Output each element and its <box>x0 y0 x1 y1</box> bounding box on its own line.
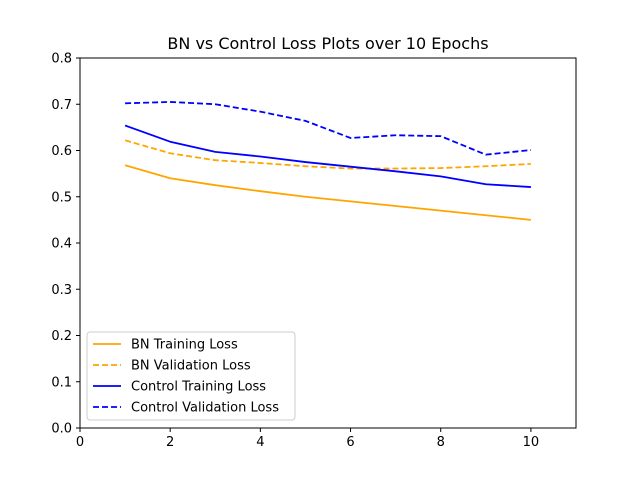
legend-label: Control Validation Loss <box>131 401 279 416</box>
y-tick-label: 0.5 <box>51 190 72 205</box>
y-tick-label: 0.8 <box>51 52 72 67</box>
y-axis: 0.0 0.1 0.2 0.3 0.4 0.5 0.6 0.7 0.8 <box>51 52 80 437</box>
x-tick-label: 0 <box>76 435 84 450</box>
plot-border <box>79 57 577 429</box>
series-line-bn-training-loss <box>124 164 532 221</box>
legend-label: BN Training Loss <box>131 338 238 353</box>
x-tick-label: 2 <box>166 435 174 450</box>
y-tick-label: 0.3 <box>51 283 72 298</box>
x-tick-label: 10 <box>523 435 540 450</box>
x-axis: 0 2 4 6 8 10 <box>76 428 539 450</box>
legend-box <box>86 331 296 421</box>
y-tick-label: 0.1 <box>51 375 72 390</box>
legend: BN Training Loss BN Validation Loss Contro… <box>86 331 296 421</box>
legend-label: BN Validation Loss <box>131 359 251 374</box>
y-tick-label: 0.7 <box>51 98 72 113</box>
y-tick-label: 0.0 <box>51 422 72 437</box>
series-line-control-training-loss <box>124 124 531 188</box>
x-tick-label: 8 <box>437 435 445 450</box>
series-line-control-validation-loss <box>125 101 532 156</box>
x-tick-label: 6 <box>346 435 354 450</box>
series-lines <box>124 101 532 221</box>
legend-label: Control Training Loss <box>131 380 266 395</box>
x-tick-label: 4 <box>256 435 264 450</box>
y-tick-label: 0.6 <box>51 144 72 159</box>
y-tick-label: 0.4 <box>51 237 72 252</box>
chart-title: BN vs Control Loss Plots over 10 Epochs <box>167 34 488 53</box>
y-tick-label: 0.2 <box>51 329 72 344</box>
